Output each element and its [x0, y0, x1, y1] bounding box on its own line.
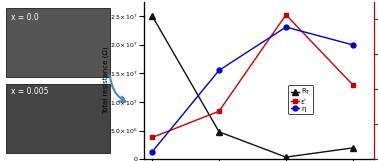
- η: [217, 69, 222, 71]
- ε’: [217, 110, 222, 112]
- η: [350, 44, 355, 46]
- ε’: [284, 14, 288, 16]
- R$_T$: [217, 131, 222, 133]
- ε’: [150, 137, 155, 138]
- Line: ε’: ε’: [150, 12, 355, 140]
- ε’: [350, 84, 355, 86]
- R$_T$: [150, 15, 155, 17]
- Text: x = 0.005: x = 0.005: [11, 87, 49, 96]
- Text: x = 0.0: x = 0.0: [11, 13, 39, 22]
- η: [150, 151, 155, 153]
- R$_T$: [350, 147, 355, 149]
- Legend: R$_T$, ε’, η: R$_T$, ε’, η: [288, 85, 313, 114]
- R$_T$: [284, 156, 288, 158]
- η: [284, 26, 288, 28]
- Bar: [6, 84, 110, 153]
- Line: R$_T$: R$_T$: [149, 13, 356, 160]
- Bar: [6, 8, 110, 77]
- Line: η: η: [150, 25, 355, 154]
- Y-axis label: Total resistance (Ω): Total resistance (Ω): [102, 47, 109, 114]
